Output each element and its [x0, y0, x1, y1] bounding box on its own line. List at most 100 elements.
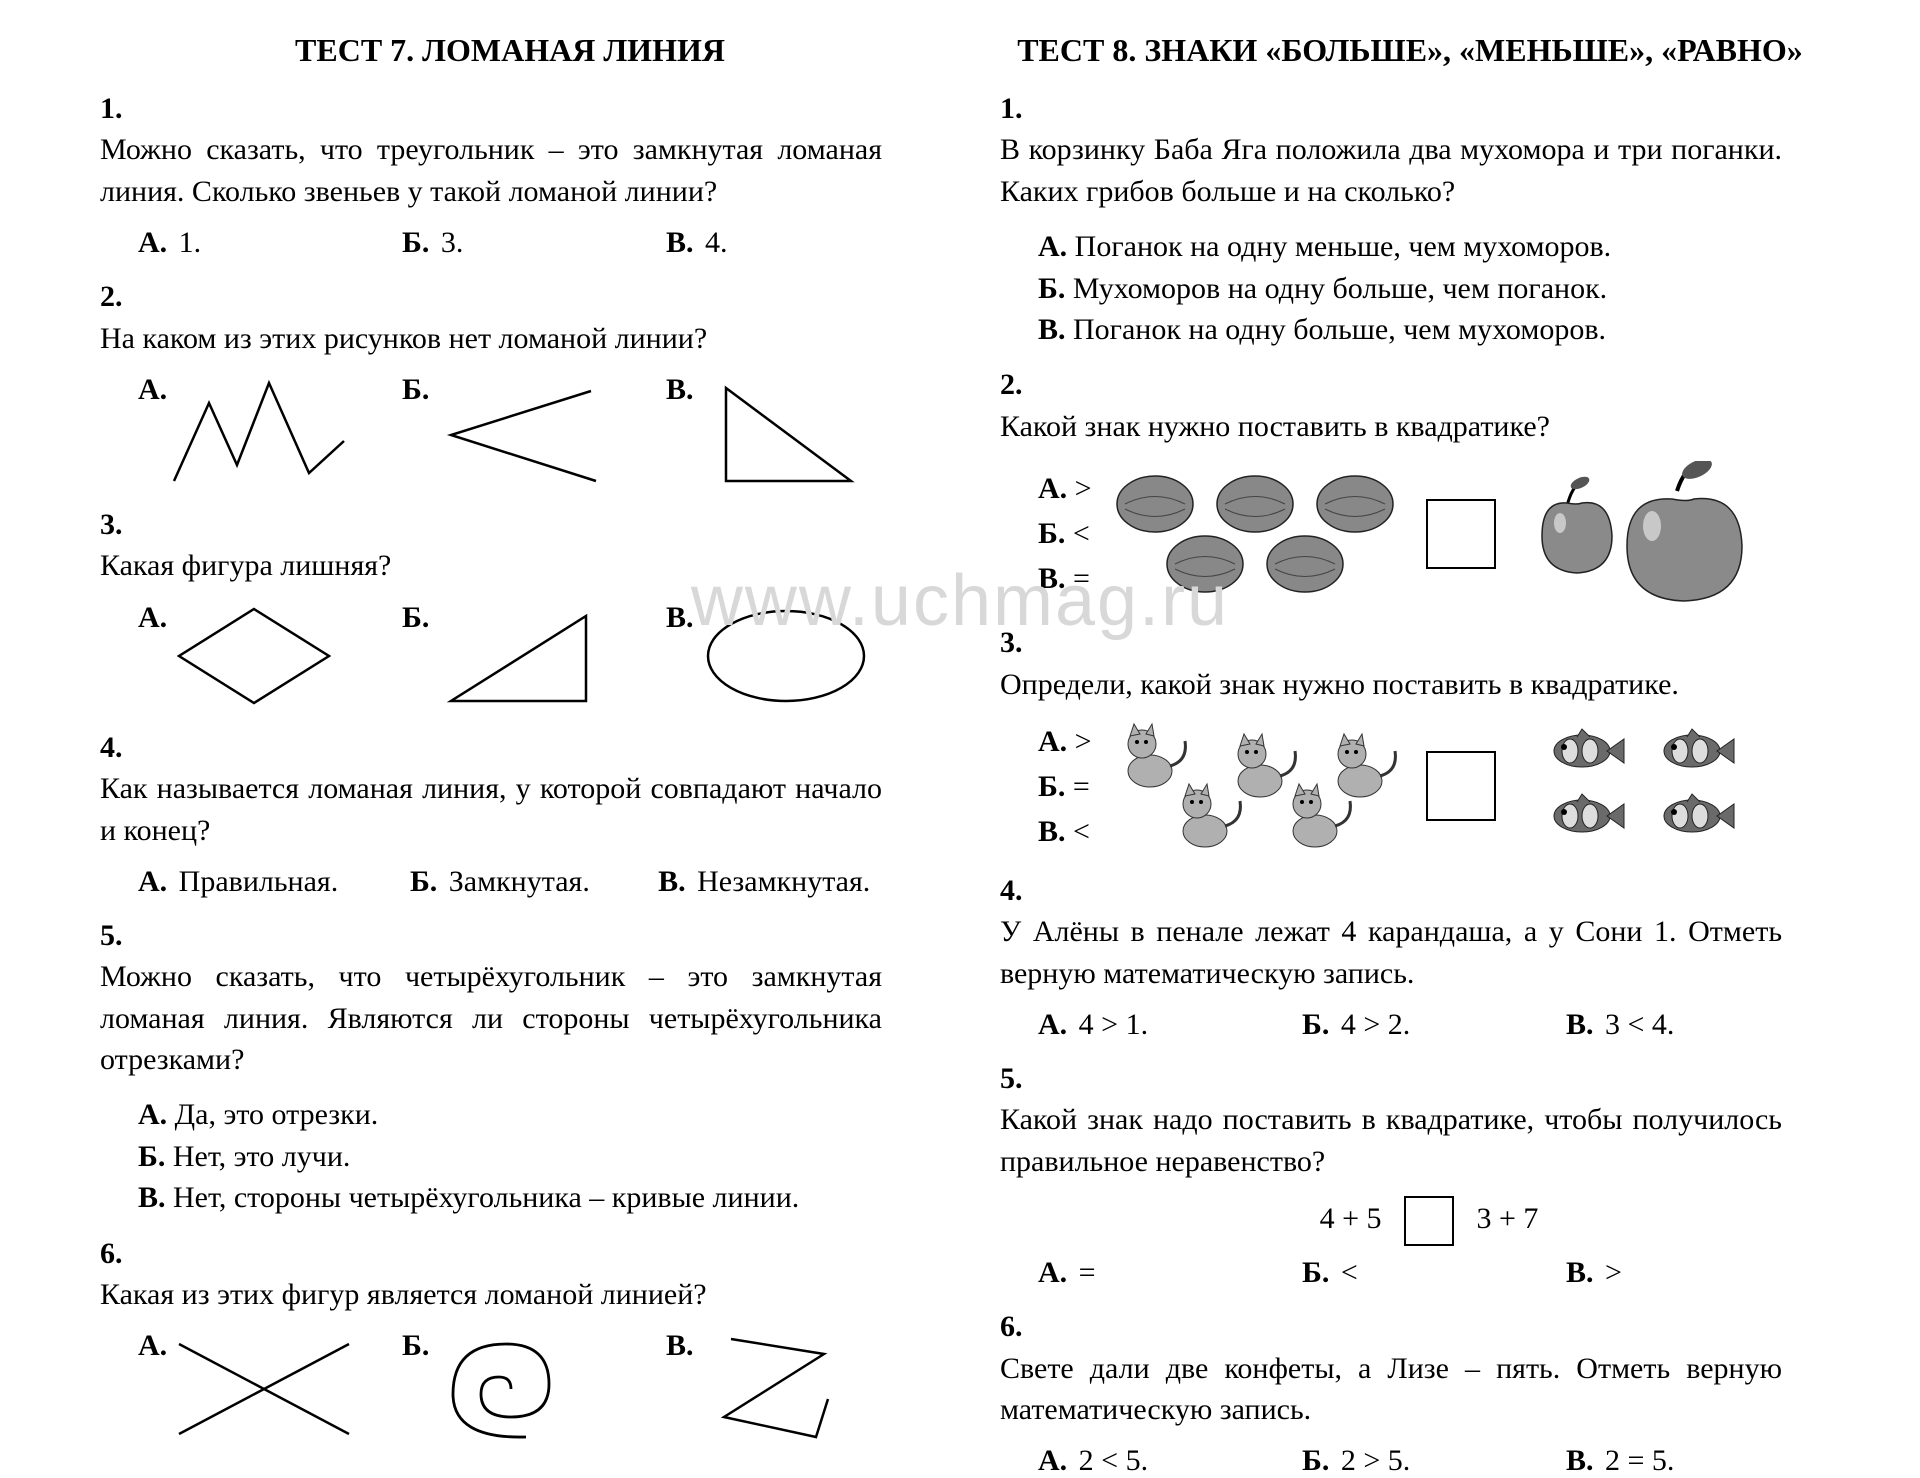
- q8-5-options: А. = Б. < В. >: [1000, 1256, 1820, 1290]
- q-text: У Алёны в пенале лежат 4 карандаша, а у …: [1000, 911, 1782, 994]
- opt-a: А.: [1038, 725, 1067, 758]
- q-text: Как называется ломаная линия, у которой …: [100, 768, 882, 851]
- q-num: 6.: [1000, 1306, 1034, 1347]
- opt-c: В.: [1038, 815, 1066, 848]
- opt-b-val: 2 > 5.: [1341, 1444, 1410, 1477]
- opt-b-val: =: [1073, 770, 1090, 803]
- apples-icon: [1522, 461, 1752, 606]
- opt-b: Б.: [1302, 1444, 1329, 1477]
- opt-b-val: 4 > 2.: [1341, 1008, 1410, 1041]
- opt-c: В.: [1038, 313, 1066, 346]
- opt-b: Б.: [1038, 770, 1065, 803]
- opt-c-val: Нет, стороны четырёхугольника – кривые л…: [173, 1181, 799, 1214]
- opt-a-val: 1.: [179, 226, 202, 259]
- q8-1: 1. В корзинку Баба Яга положила два мухо…: [1000, 88, 1820, 212]
- opt-c: В.: [666, 1329, 694, 1363]
- q7-6: 6. Какая из этих фигур является ломаной …: [100, 1233, 920, 1316]
- opt-c: В.: [1566, 1008, 1594, 1041]
- opt-a: А.: [138, 226, 167, 259]
- opt-c: В.: [1566, 1444, 1594, 1477]
- left-page: ТЕСТ 7. ЛОМАНАЯ ЛИНИЯ 1. Можно сказать, …: [60, 30, 960, 1160]
- opt-c-val: 2 = 5.: [1605, 1444, 1674, 1477]
- opt-a-val: 4 > 1.: [1079, 1008, 1148, 1041]
- opt-c-val: 3 < 4.: [1605, 1008, 1674, 1041]
- q-text: В корзинку Баба Яга положила два мухомор…: [1000, 129, 1782, 212]
- q-text: Какой знак нужно поставить в квадратике?: [1000, 406, 1782, 447]
- q8-2: 2. Какой знак нужно поставить в квадрати…: [1000, 364, 1820, 447]
- compare-box: [1426, 751, 1496, 821]
- cats-icon: [1100, 721, 1400, 851]
- q8-6: 6. Свете дали две конфеты, а Лизе – пять…: [1000, 1306, 1820, 1430]
- angle-icon: [431, 373, 611, 488]
- q8-6-options: А. 2 < 5. Б. 2 > 5. В. 2 = 5.: [1000, 1444, 1820, 1478]
- q-text: Свете дали две конфеты, а Лизе – пять. О…: [1000, 1348, 1782, 1431]
- q-num: 5.: [100, 915, 134, 956]
- q7-1-options: А. 1. Б. 3. В. 4.: [100, 226, 920, 260]
- q7-3-figures: А. Б. В.: [100, 601, 920, 711]
- opt-b: Б.: [402, 226, 429, 259]
- q7-1: 1. Можно сказать, что треугольник – это …: [100, 88, 920, 212]
- q-text: Какая из этих фигур является ломаной лин…: [100, 1274, 882, 1315]
- opt-c-val: <: [1073, 815, 1090, 848]
- fish-icon: [1522, 721, 1752, 851]
- opt-b: Б.: [402, 601, 429, 635]
- ellipse-icon: [696, 601, 876, 711]
- opt-b-val: Нет, это лучи.: [173, 1140, 351, 1173]
- opt-a: А.: [138, 1098, 167, 1131]
- q-num: 4.: [1000, 870, 1034, 911]
- opt-a: А.: [1038, 230, 1067, 263]
- q7-4: 4. Как называется ломаная линия, у котор…: [100, 727, 920, 851]
- q-num: 4.: [100, 727, 134, 768]
- opt-a: А.: [138, 601, 167, 635]
- q8-3-figure: А. > Б. = В. <: [1000, 719, 1820, 854]
- q-text: Какая фигура лишняя?: [100, 545, 882, 586]
- opt-a-val: >: [1075, 725, 1092, 758]
- q-num: 2.: [100, 276, 134, 317]
- expr-right: 3 + 7: [1477, 1202, 1539, 1235]
- q-text: На каком из этих рисунков нет ломаной ли…: [100, 318, 882, 359]
- q-num: 6.: [100, 1233, 134, 1274]
- opt-c: В.: [666, 373, 694, 407]
- q7-2-figures: А. Б. В.: [100, 373, 920, 488]
- q8-4: 4. У Алёны в пенале лежат 4 карандаша, а…: [1000, 870, 1820, 994]
- opt-b: Б.: [402, 1329, 429, 1363]
- polyline-m-icon: [169, 373, 349, 488]
- q-num: 2.: [1000, 364, 1034, 405]
- opt-b-val: <: [1341, 1256, 1358, 1289]
- q8-5-expression: 4 + 5 3 + 7: [1000, 1196, 1820, 1246]
- expr-left: 4 + 5: [1320, 1202, 1382, 1235]
- opt-a-val: >: [1075, 472, 1092, 505]
- q7-4-options: А. Правильная. Б. Замкнутая. В. Незамкну…: [100, 865, 920, 899]
- opt-b: Б.: [1302, 1008, 1329, 1041]
- opt-c: В.: [666, 226, 694, 259]
- q8-5: 5. Какой знак надо поставить в квадратик…: [1000, 1058, 1820, 1182]
- opt-a: А.: [1038, 1444, 1067, 1477]
- opt-c: В.: [658, 865, 686, 898]
- q-text: Определи, какой знак нужно поставить в к…: [1000, 664, 1782, 705]
- opt-b: Б.: [1038, 517, 1065, 550]
- opt-a: А.: [138, 373, 167, 407]
- opt-a-val: 2 < 5.: [1079, 1444, 1148, 1477]
- q7-2: 2. На каком из этих рисунков нет ломаной…: [100, 276, 920, 359]
- q8-3: 3. Определи, какой знак нужно поставить …: [1000, 622, 1820, 705]
- q8-2-figure: А. > Б. < В. =: [1000, 461, 1820, 606]
- q8-4-options: А. 4 > 1. Б. 4 > 2. В. 3 < 4.: [1000, 1008, 1820, 1042]
- test7-title: ТЕСТ 7. ЛОМАНАЯ ЛИНИЯ: [100, 30, 920, 70]
- cross-lines-icon: [169, 1329, 359, 1444]
- q-num: 1.: [100, 88, 134, 129]
- compare-box: [1426, 499, 1496, 569]
- opt-b-val: <: [1073, 517, 1090, 550]
- opt-c: В.: [1038, 562, 1066, 595]
- q-num: 5.: [1000, 1058, 1034, 1099]
- right-triangle-icon: [431, 601, 601, 711]
- opt-b: Б.: [410, 865, 437, 898]
- opt-b: Б.: [402, 373, 429, 407]
- opt-c-val: Незамкнутая.: [697, 865, 870, 898]
- opt-c-val: 4.: [705, 226, 728, 259]
- z-polyline-icon: [696, 1329, 856, 1444]
- opt-a-val: Правильная.: [179, 865, 339, 898]
- opt-c: В.: [138, 1181, 166, 1214]
- opt-c-val: Поганок на одну больше, чем мухоморов.: [1073, 313, 1606, 346]
- q7-5: 5. Можно сказать, что четырёхугольник – …: [100, 915, 920, 1081]
- spiral-icon: [431, 1329, 591, 1444]
